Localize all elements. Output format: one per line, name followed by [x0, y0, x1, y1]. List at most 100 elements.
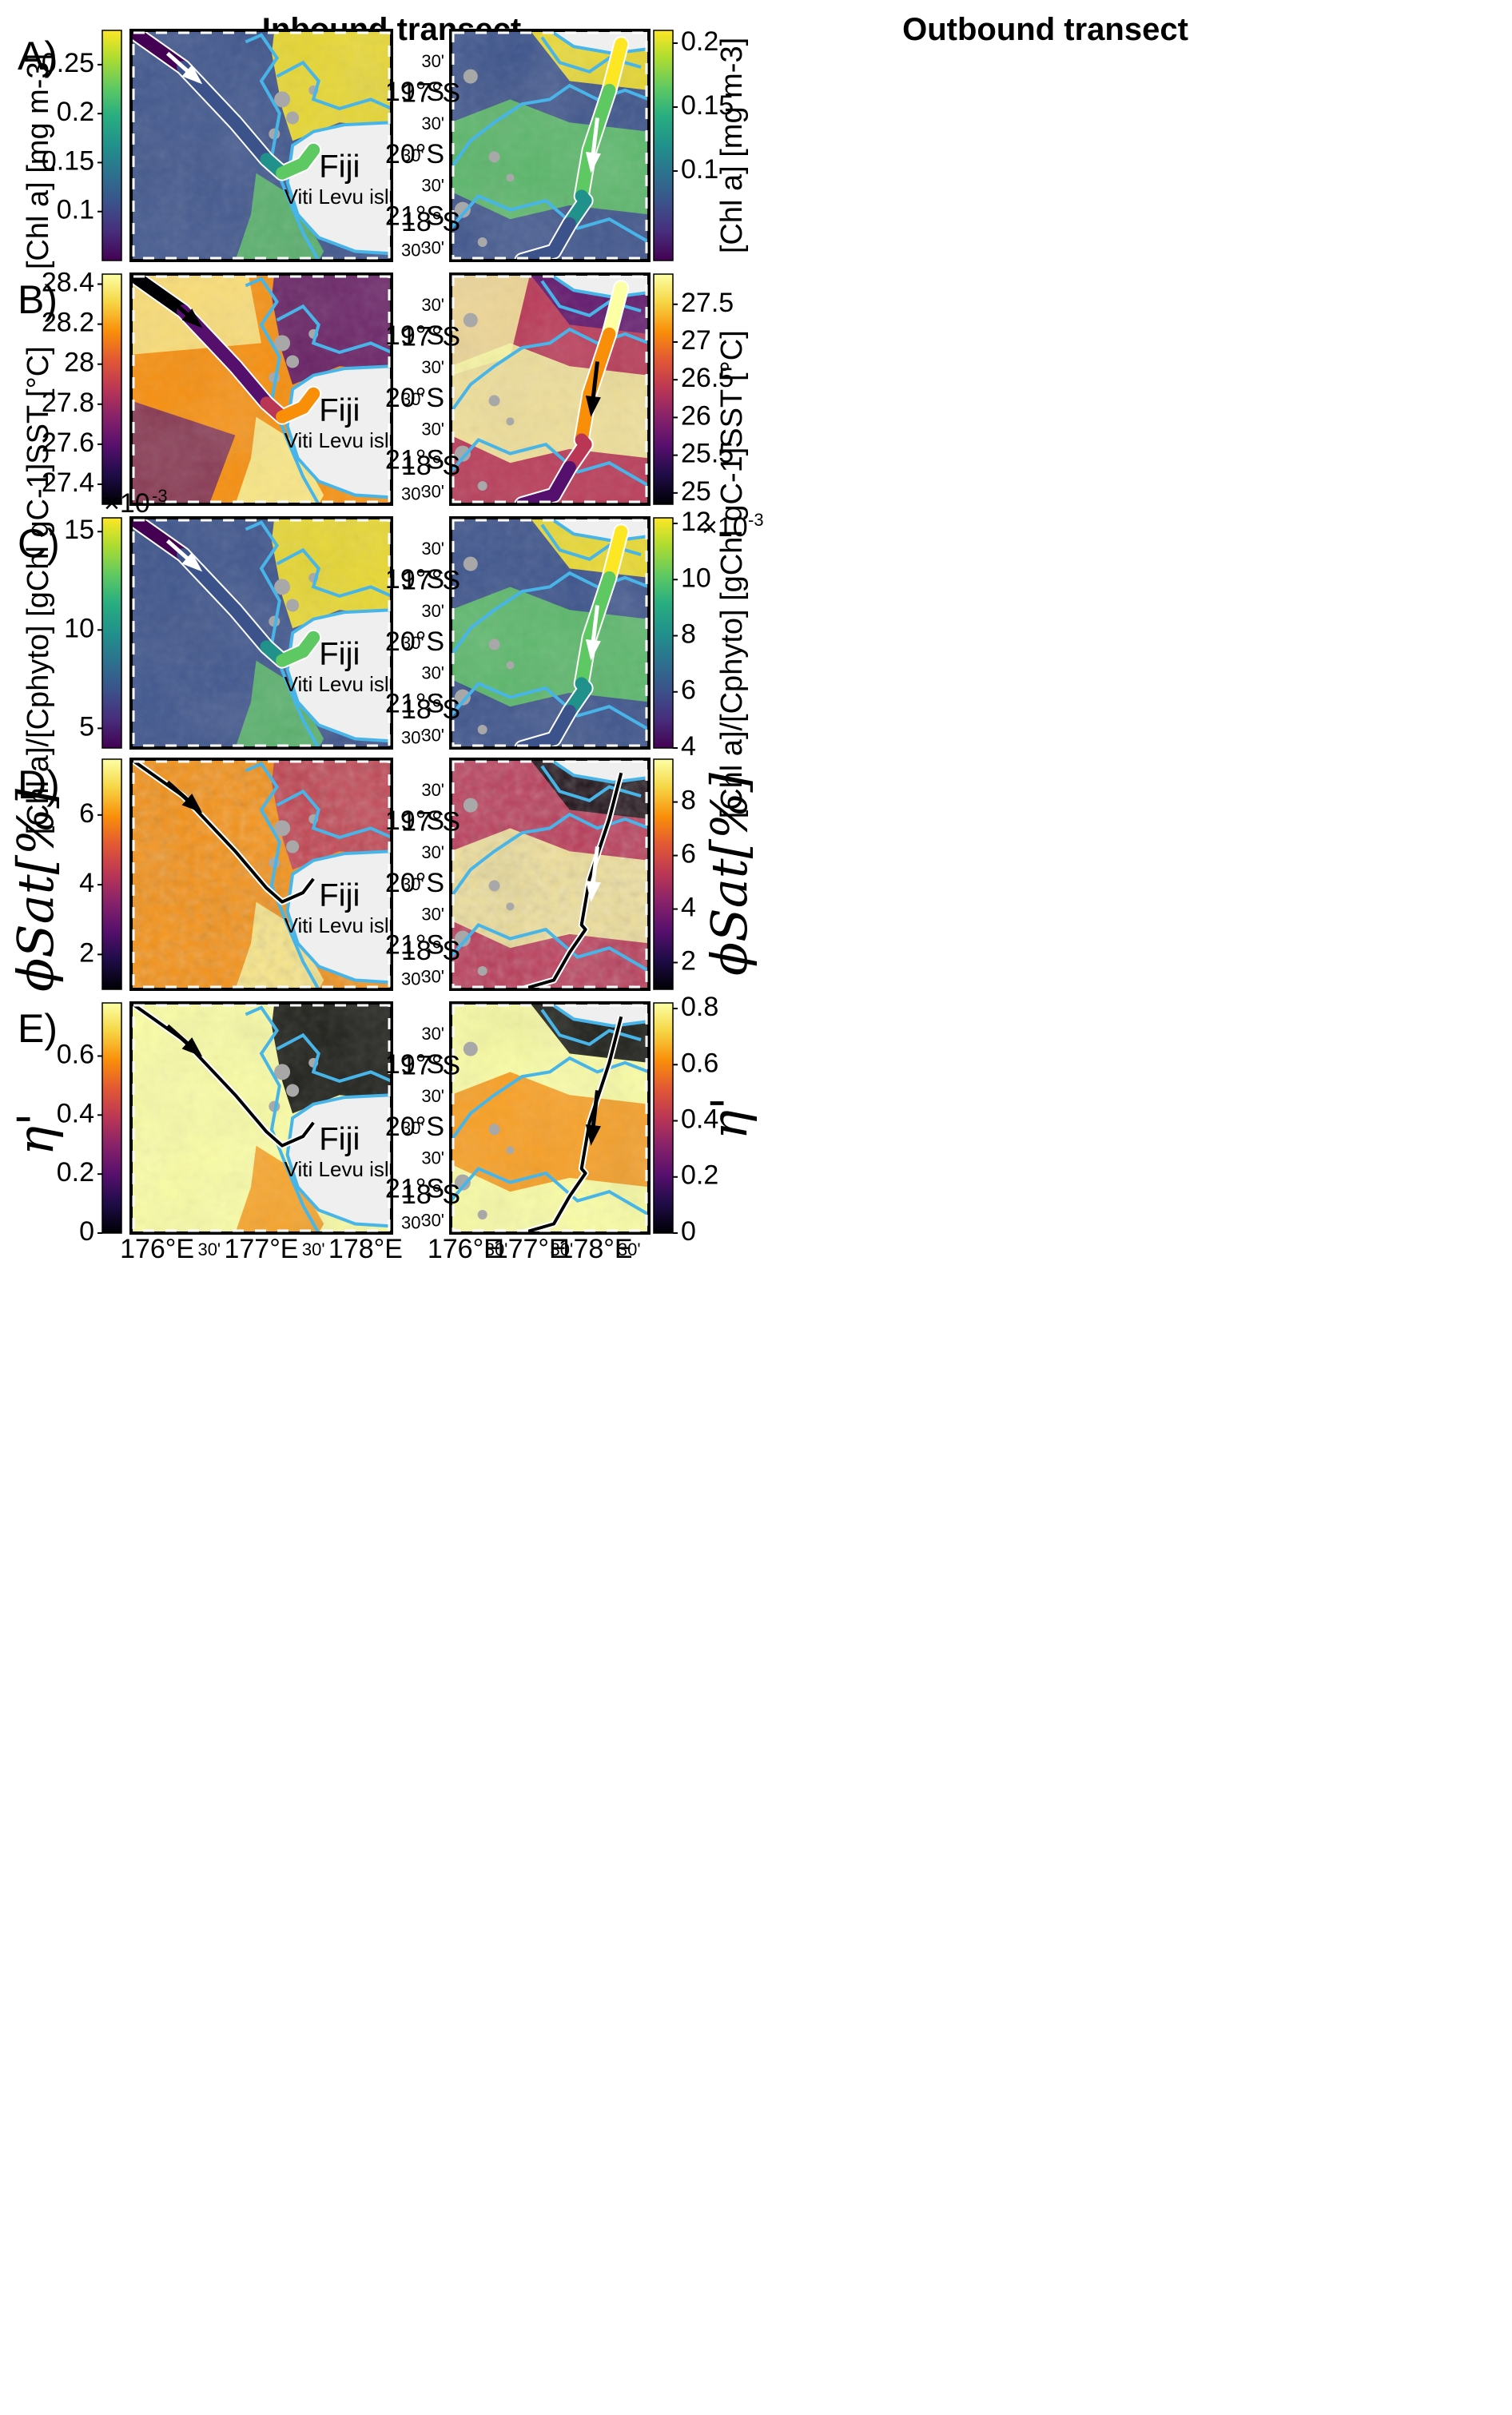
transect-line [521, 1016, 623, 1233]
colorbar-tick-label: 0 [79, 1216, 94, 1247]
island-shape [547, 759, 649, 784]
lat-tick-left: 30' [401, 1118, 424, 1138]
colorbar-axis-label: η' [700, 1096, 758, 1140]
data-gap [488, 880, 500, 892]
map-left [131, 518, 392, 748]
lon-tick-right: 176°E [428, 1234, 502, 1264]
colorbar-tick-label: 2 [79, 937, 94, 968]
lat-tick-right: 30' [421, 966, 444, 986]
lat-tick-left: 18°S [401, 936, 460, 966]
transect-segment [229, 360, 273, 410]
map-frame-dashes [452, 760, 648, 989]
data-gap [488, 395, 500, 407]
lat-tick-left: 30' [401, 727, 424, 747]
direction-arrow-head [181, 65, 203, 85]
contour-line [245, 520, 320, 748]
contour-line [451, 922, 649, 973]
lat-tick-right: 21°S [385, 445, 444, 475]
colorbar-axis-label: SST [°C] [22, 346, 55, 464]
colorbar-tick-label: 0.2 [681, 26, 718, 57]
lat-tick-right: 30' [421, 1210, 444, 1230]
transect-line [521, 772, 623, 989]
island-subname: Viti Levu isl. [284, 1157, 395, 1181]
panel-label: B) [18, 277, 58, 322]
colorbar-tick-label: 4 [681, 731, 696, 762]
colorbar-right [653, 758, 674, 990]
island-name: Fiji [319, 149, 360, 184]
map-frame [449, 29, 651, 262]
lon-tick-left: 177°E [224, 1234, 298, 1264]
contour-line [245, 277, 320, 504]
lat-tick-right: 30' [421, 663, 444, 683]
lat-tick-right: 21°S [385, 201, 444, 232]
panel-label: C) [18, 521, 60, 566]
colorbar-tick-label: 25.5 [681, 439, 734, 469]
colorbar-tick-label: 28 [64, 348, 94, 378]
lat-tick-right: 19°S [385, 806, 444, 836]
colorbar-left [101, 1002, 122, 1234]
lat-tick-left: 30' [401, 969, 424, 989]
lat-tick-left: 30' [401, 633, 424, 653]
data-gap [286, 111, 300, 125]
panel-label: D) [18, 762, 60, 807]
colorbar-tick-label: 0.2 [57, 1157, 94, 1188]
lat-tick-right: 20°S [385, 627, 444, 657]
island-name: Fiji [319, 1121, 360, 1156]
colorbar-axis-label: [Chl a] [mg m-3] [22, 54, 55, 269]
colorbar-tick-label: 0.4 [57, 1098, 94, 1128]
lat-tick-left: 30' [401, 145, 424, 165]
colorbar-tick-label: 26 [681, 400, 711, 431]
lat-tick-right: 20°S [385, 868, 444, 898]
lat-tick-right: 20°S [385, 1112, 444, 1142]
lat-tick-right: 30' [421, 481, 444, 501]
contour-line [451, 681, 649, 731]
lat-tick-right: 21°S [385, 1174, 444, 1204]
lat-tick-right: 21°S [385, 689, 444, 719]
map-left [131, 1003, 392, 1233]
map-frame [449, 758, 651, 991]
data-gap [488, 639, 500, 650]
colorbar-tick-label: 4 [681, 893, 696, 923]
map-frame-dashes [452, 1004, 648, 1232]
colorbar-tick-label: 12 [681, 507, 711, 537]
data-gap [463, 1041, 478, 1056]
lat-tick-left: 30' [401, 240, 424, 260]
colorbar-tick-label: 0.6 [681, 1048, 718, 1078]
data-gap [506, 173, 515, 182]
lat-tick-right: 30' [421, 420, 444, 440]
map-frame [129, 29, 393, 262]
data-gap [477, 965, 487, 976]
lat-tick-right: 30' [421, 601, 444, 621]
panel-b: B) 27.4 27.6 27.8 28 28.2 28.4 SST [°C] FijiViti… [18, 268, 749, 507]
map-left [131, 759, 392, 989]
direction-arrow-head [181, 308, 203, 328]
colorbar-right [653, 1002, 674, 1234]
lon-tick-left: 178°E [328, 1234, 403, 1264]
lat-tick-right: 30' [421, 539, 444, 559]
data-gap [454, 1174, 471, 1191]
data-gap [286, 840, 300, 853]
exponent-power-left: -3 [152, 486, 168, 506]
map-frame-dashes [132, 519, 391, 747]
contour-line [451, 1056, 649, 1142]
direction-arrow-head [585, 396, 601, 417]
data-gap [463, 556, 478, 571]
map-right [451, 1003, 649, 1233]
lon-tick-right: 30' [551, 1239, 574, 1259]
colorbar-tick-label: 8 [681, 786, 696, 816]
colorbar-tick-label: 8 [681, 619, 696, 649]
colorbar-axis-label: ϕSat[%] [700, 772, 758, 976]
colorbar-tick-label: 0 [681, 1216, 696, 1247]
direction-arrow-head [585, 881, 601, 902]
panel-c: C) 5 10 15 [Chl a]/[Cphyto] [gChl gC-1] FijiV… [18, 448, 764, 835]
lon-tick-left: 176°E [120, 1234, 194, 1264]
colorbar-axis-label: [Chl a] [mg m-3] [715, 38, 749, 253]
data-gap [463, 312, 478, 328]
map-left [131, 274, 392, 504]
colorbar-tick-label: 15 [64, 515, 94, 545]
map-left [131, 30, 392, 261]
lat-tick-right: 20°S [385, 383, 444, 413]
